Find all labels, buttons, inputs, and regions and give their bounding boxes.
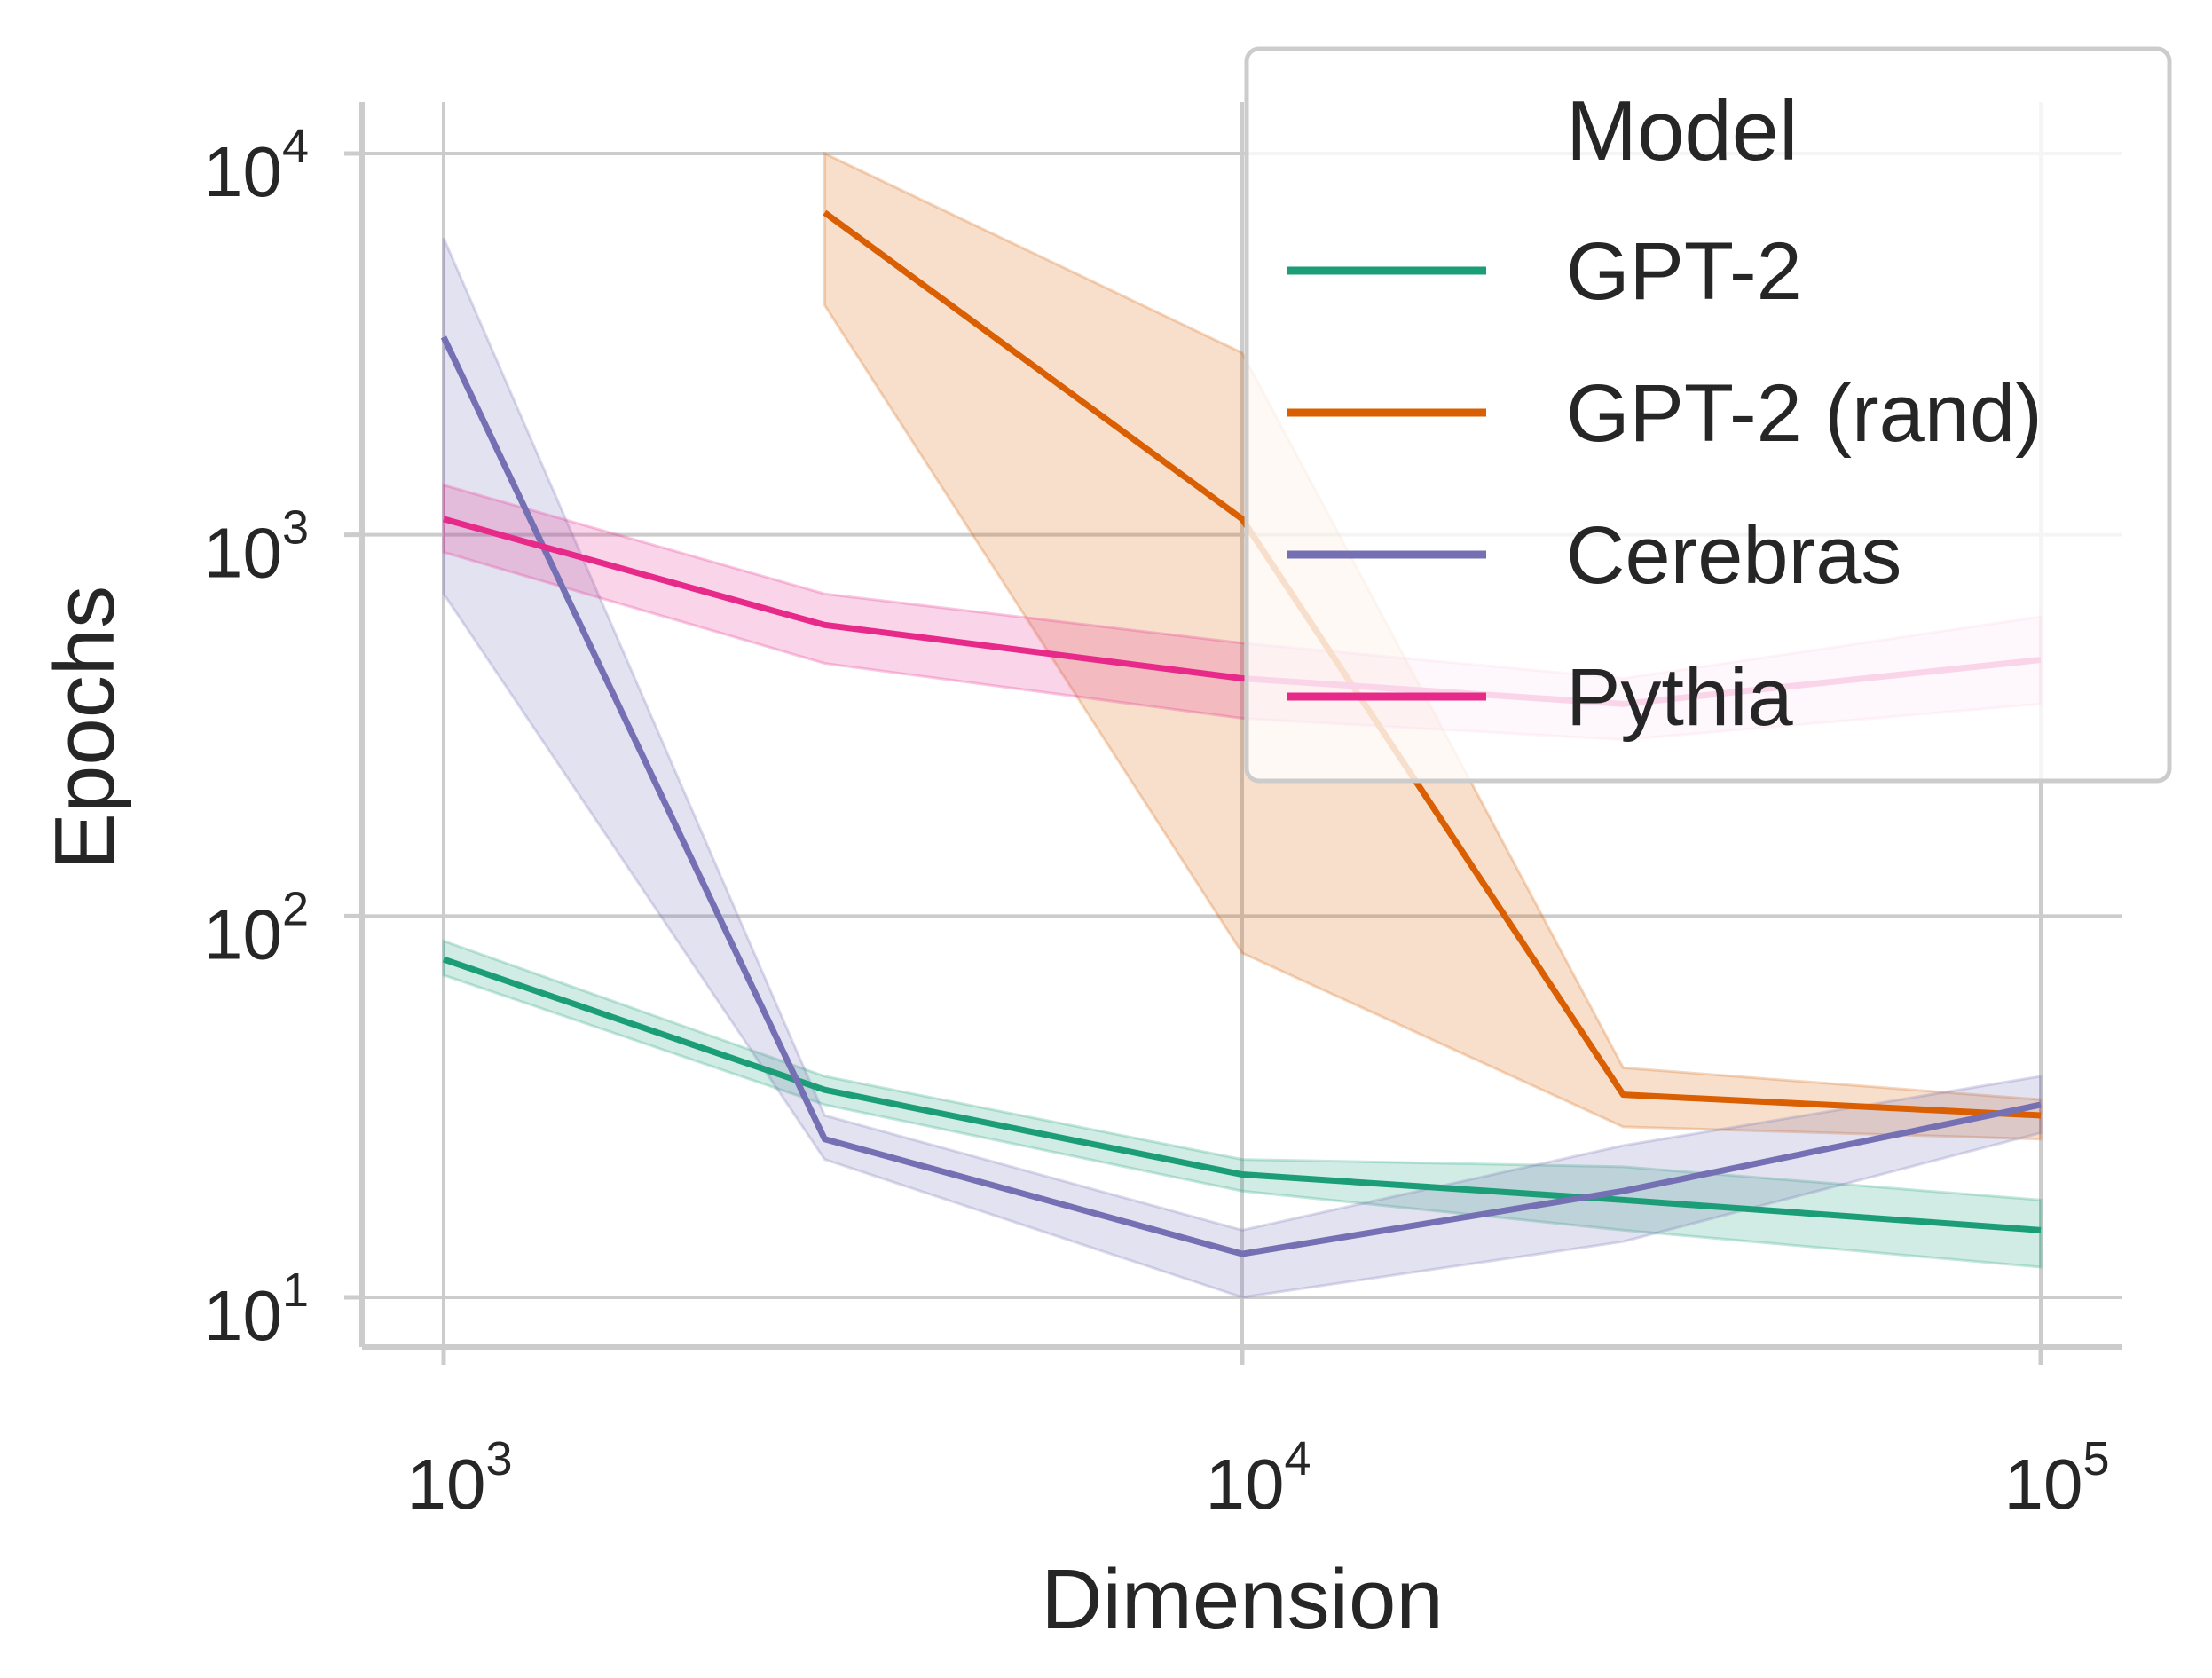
y-tick-label-0: 101 [203,1264,309,1355]
legend-label-1: GPT-2 (rand) [1566,368,2043,459]
x-axis-label: Dimension [1041,1552,1444,1647]
series-line-2 [440,335,2042,1257]
y-tick-label-1: 102 [203,882,309,973]
legend: Model GPT-2 GPT-2 (rand) Cerebras Pythia [1244,46,2172,784]
x-tick-label-0: 103 [406,1432,512,1524]
x-tick-label-2: 105 [2003,1432,2109,1524]
y-axis-label: Epochs [37,586,132,870]
legend-label-0: GPT-2 [1566,226,1802,317]
tick-labels: 103 104 105 101 102 103 104 [203,120,2110,1524]
axes [344,102,2122,1365]
series-line-1 [823,209,2042,1119]
legend-label-2: Cerebras [1566,510,1901,601]
legend-box [1244,46,2172,784]
band-2 [442,237,2043,1299]
legend-label-3: Pythia [1566,652,1794,743]
legend-title: Model [1566,83,1798,178]
y-tick-label-3: 104 [203,120,309,211]
series-line-0 [442,956,2042,1233]
series-lines [440,209,2042,1257]
x-tick-label-1: 104 [1205,1432,1311,1524]
y-tick-label-2: 103 [203,501,309,593]
